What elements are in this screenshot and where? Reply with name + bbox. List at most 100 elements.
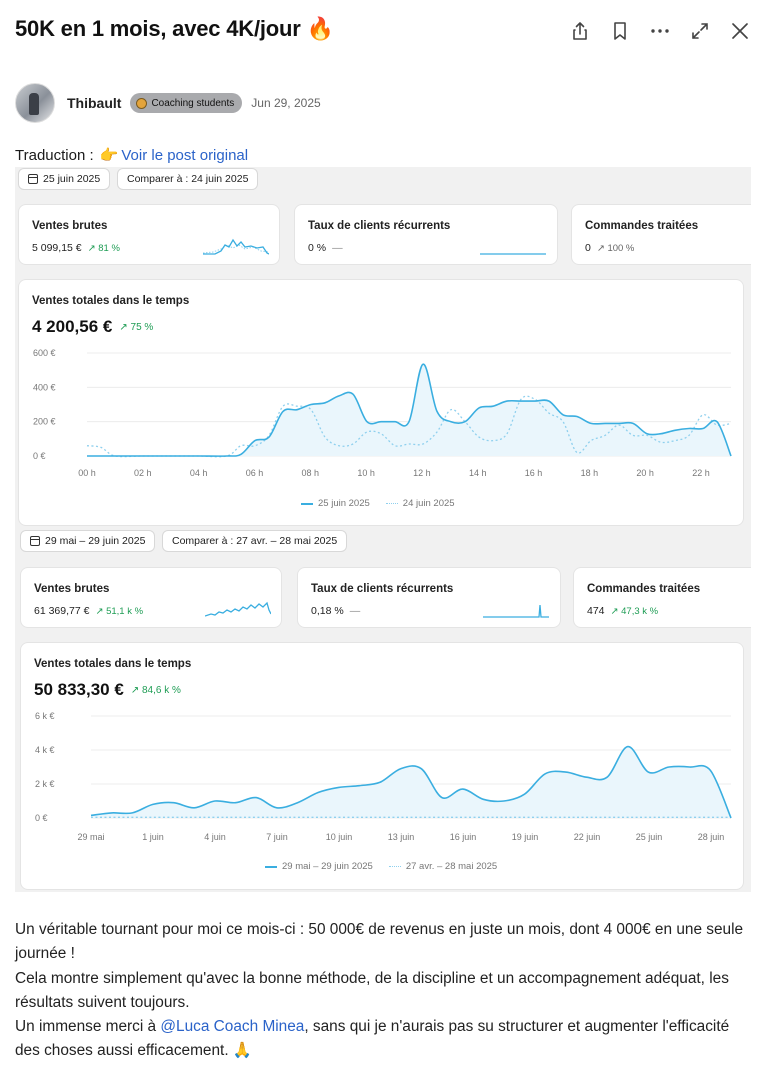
metric-value: 5 099,15 € [32, 242, 82, 254]
compare-pill-1-label: Comparer à : 24 juin 2025 [127, 173, 249, 185]
metric-change: ↗ 100 % [596, 242, 635, 254]
metric-card-gross-sales-2: Ventes brutes 61 369,77 € ↗ 51,1 k % [20, 567, 282, 628]
legend-item-compare: 24 juin 2025 [385, 498, 455, 509]
legend-swatch-solid [265, 865, 277, 868]
post-title-text: 50K en 1 mois, avec 4K/jour [15, 16, 301, 41]
post-title: 50K en 1 mois, avec 4K/jour 🔥 [15, 16, 334, 42]
x-tick-label: 29 mai [77, 832, 104, 842]
y-tick-label: 400 € [33, 382, 56, 392]
y-tick-label: 0 € [35, 813, 48, 823]
body-text-after-mention: , sans qui je n'aurais pas su structurer… [15, 1018, 730, 1060]
post-date: Jun 29, 2025 [251, 96, 321, 110]
close-icon[interactable] [730, 18, 750, 44]
series-area [91, 746, 731, 818]
body-paragraph-3: Un immense merci à @Luca Coach Minea, sa… [15, 1015, 745, 1064]
x-tick-label: 14 h [469, 468, 487, 478]
expand-icon[interactable] [690, 18, 710, 44]
compare-pill-1: Comparer à : 24 juin 2025 [117, 168, 259, 190]
metric-value: 0,18 % [311, 605, 344, 617]
series-line-compare [86, 395, 732, 458]
legend-swatch-dotted [388, 866, 401, 867]
more-icon[interactable] [650, 18, 670, 44]
series-area [87, 364, 731, 457]
x-tick-label: 28 juin [698, 832, 725, 842]
author-name[interactable]: Thibault [67, 95, 122, 111]
legend-item-current: 29 mai – 29 juin 2025 [265, 861, 373, 872]
metric-value: 0 [585, 242, 591, 254]
y-tick-label: 600 € [33, 348, 56, 358]
x-tick-label: 12 h [413, 468, 431, 478]
avatar[interactable] [15, 83, 55, 123]
x-tick-label: 16 juin [450, 832, 477, 842]
badge-icon [136, 97, 148, 109]
post-body: Un véritable tournant pour moi ce mois-c… [15, 918, 745, 1064]
legend-label: 27 avr. – 28 mai 2025 [405, 861, 498, 872]
metric-change: ↗ 47,3 k % [610, 605, 659, 617]
x-tick-label: 10 juin [326, 832, 353, 842]
body-paragraph-2: Cela montre simplement qu'avec la bonne … [15, 969, 729, 1011]
x-tick-label: 10 h [357, 468, 375, 478]
metric-label: Commandes traitées [585, 220, 699, 232]
sparkline-gross-sales-1 [203, 238, 269, 255]
chart-total-change: ↗ 75 % [119, 321, 154, 333]
metric-change: — [332, 242, 343, 254]
x-tick-label: 4 juin [204, 832, 226, 842]
share-icon[interactable] [570, 18, 590, 44]
metric-card-returning-rate-2: Taux de clients récurrents 0,18 % — [297, 567, 561, 628]
y-tick-label: 0 € [33, 451, 46, 461]
sparkline-gross-sales-2 [205, 601, 271, 617]
x-tick-label: 25 juin [636, 832, 663, 842]
metric-value-row: 0,18 % — [311, 605, 360, 617]
metric-card-gross-sales-1: Ventes brutes 5 099,15 € ↗ 81 % [18, 204, 280, 265]
translation-line: Traduction : 👉 Voir le post original [15, 146, 249, 165]
metric-value: 0 % [308, 242, 327, 254]
x-tick-label: 19 juin [512, 832, 539, 842]
header-actions [570, 18, 750, 44]
chart-plot-1: 600 € 400 € 200 € 0 € 00 h 02 h 04 h 06 h 08 h 10… [33, 348, 732, 478]
x-tick-label: 7 juin [266, 832, 288, 842]
calendar-icon [30, 536, 40, 546]
sparkline-returning-rate-2 [483, 604, 549, 618]
sales-over-time-chart-2: Ventes totales dans le temps 50 833,30 €… [20, 642, 744, 890]
chart-legend-1: 25 juin 2025 24 juin 2025 [301, 498, 455, 509]
chart-title: Ventes totales dans le temps [34, 658, 192, 670]
x-tick-label: 16 h [525, 468, 543, 478]
metric-label: Taux de clients récurrents [308, 220, 451, 232]
x-tick-label: 00 h [78, 468, 96, 478]
body-paragraph-1: Un véritable tournant pour moi ce mois-c… [15, 921, 744, 963]
chart-title: Ventes totales dans le temps [32, 295, 190, 307]
fire-emoji: 🔥 [306, 16, 334, 41]
metric-card-orders-2: Commandes traitées 474 ↗ 47,3 k % [573, 567, 751, 628]
x-tick-label: 18 h [581, 468, 599, 478]
y-tick-label: 2 k € [35, 779, 55, 789]
chart-total-change: ↗ 84,6 k % [130, 684, 181, 696]
series-line-current [86, 363, 732, 457]
metric-change: ↗ 81 % [87, 242, 120, 254]
metric-value: 61 369,77 € [34, 605, 90, 617]
role-badge: Coaching students [130, 93, 243, 113]
legend-swatch-dotted [385, 503, 398, 504]
bookmark-icon[interactable] [610, 18, 630, 44]
metric-change: — [349, 605, 361, 617]
y-tick-label: 4 k € [35, 745, 55, 755]
chart-total-row: 4 200,56 € ↗ 75 % [32, 317, 153, 337]
metric-card-returning-rate-1: Taux de clients récurrents 0 % — [294, 204, 558, 265]
chart-legend-2: 29 mai – 29 juin 2025 27 avr. – 28 mai 2… [265, 861, 497, 872]
legend-label: 29 mai – 29 juin 2025 [282, 861, 373, 872]
original-post-link[interactable]: Voir le post original [121, 146, 249, 164]
metric-label: Ventes brutes [34, 583, 110, 595]
metric-value-row: 474 ↗ 47,3 k % [587, 605, 658, 617]
chart-total: 4 200,56 € [32, 317, 113, 336]
pointing-hand-emoji: 👉 [99, 147, 119, 164]
metric-label: Taux de clients récurrents [311, 583, 454, 595]
x-tick-label: 22 h [692, 468, 710, 478]
legend-swatch-solid [301, 502, 313, 505]
mention-link[interactable]: @Luca Coach Minea [160, 1018, 305, 1036]
sales-over-time-chart-1: Ventes totales dans le temps 4 200,56 € … [18, 279, 744, 526]
metric-value-row: 0 % — [308, 242, 343, 254]
metric-value-row: 5 099,15 € ↗ 81 % [32, 242, 120, 254]
legend-label: 24 juin 2025 [402, 498, 455, 509]
y-tick-label: 6 k € [35, 711, 55, 721]
metric-value: 474 [587, 605, 605, 617]
metric-label: Commandes traitées [587, 583, 701, 595]
